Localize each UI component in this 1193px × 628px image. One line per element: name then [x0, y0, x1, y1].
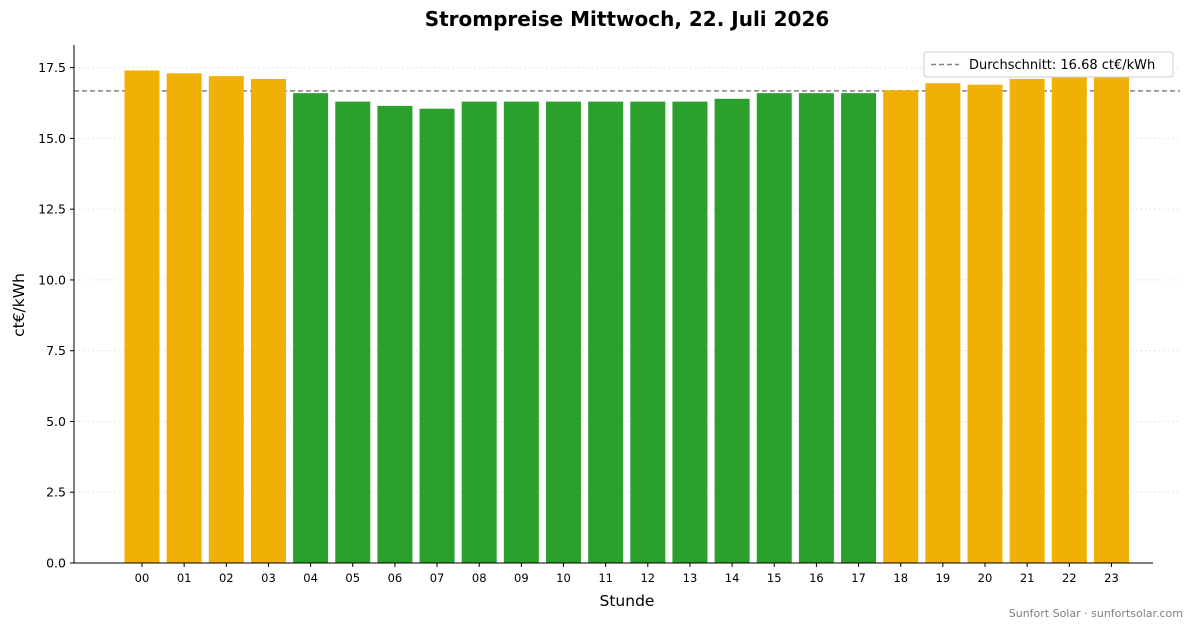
x-tick-label: 05	[345, 571, 360, 585]
bar-05	[335, 101, 371, 563]
x-tick-label: 12	[640, 571, 655, 585]
x-tick-label: 18	[893, 571, 908, 585]
x-tick-label: 10	[556, 571, 571, 585]
x-tick-label: 14	[725, 571, 740, 585]
bar-01	[166, 73, 202, 564]
bar-21	[1009, 78, 1045, 563]
x-tick-label: 13	[683, 571, 698, 585]
bar-09	[503, 101, 539, 563]
bar-16	[798, 93, 834, 564]
y-tick-label: 12.5	[38, 202, 66, 217]
x-tick-label: 21	[1020, 571, 1035, 585]
x-tick-label: 07	[430, 571, 445, 585]
bar-12	[630, 101, 666, 563]
x-tick-label: 23	[1104, 571, 1119, 585]
bar-15	[756, 93, 792, 564]
x-tick-label: 00	[135, 571, 150, 585]
bar-18	[883, 90, 919, 564]
x-tick-label: 15	[767, 571, 782, 585]
bar-14	[714, 98, 750, 563]
x-tick-label: 09	[514, 571, 529, 585]
x-tick-label: 17	[851, 571, 866, 585]
legend-label: Durchschnitt: 16.68 ct€/kWh	[969, 58, 1155, 73]
bar-04	[293, 93, 329, 564]
x-ticks: 00 01 02 03 04 05 06 07 08 09 10 11 12 13 14 15 16 17 18 19…	[135, 563, 1119, 585]
bar-08	[461, 101, 497, 563]
bar-10	[546, 101, 581, 563]
legend-box	[923, 51, 1174, 78]
y-ticks: 0.0 2.5 5.0 7.5 10.0 12.5 15.0 17.5	[38, 60, 74, 571]
x-tick-label: 20	[978, 571, 993, 585]
footer-credit: Sunfort Solar · sunfortsolar.com	[1009, 607, 1183, 620]
x-tick-label: 11	[598, 571, 613, 585]
legend: Durchschnitt: 16.68 ct€/kWh	[923, 51, 1174, 78]
bars-group	[124, 70, 1129, 564]
bar-20	[967, 84, 1003, 563]
x-axis-label: Stunde	[600, 592, 655, 610]
bar-00	[124, 70, 160, 564]
y-tick-label: 2.5	[46, 485, 66, 500]
bar-02	[208, 76, 244, 564]
y-tick-label: 15.0	[38, 131, 66, 146]
y-tick-label: 17.5	[38, 60, 66, 75]
y-axis-label: ct€/kWh	[10, 273, 28, 337]
x-tick-label: 04	[303, 571, 318, 585]
x-tick-label: 16	[809, 571, 824, 585]
bar-07	[419, 108, 455, 563]
bar-03	[250, 78, 286, 563]
bar-22	[1051, 77, 1087, 563]
y-tick-label: 0.0	[46, 556, 66, 571]
y-tick-label: 7.5	[46, 343, 66, 358]
chart-title: Strompreise Mittwoch, 22. Juli 2026	[425, 7, 830, 31]
axes	[73, 45, 1153, 564]
x-tick-label: 19	[936, 571, 951, 585]
x-tick-label: 03	[261, 571, 276, 585]
x-tick-label: 08	[472, 571, 487, 585]
x-tick-label: 02	[219, 571, 234, 585]
bar-11	[588, 101, 624, 563]
bar-23	[1093, 77, 1129, 563]
y-tick-label: 5.0	[46, 414, 66, 429]
x-tick-label: 06	[388, 571, 403, 585]
x-tick-label: 01	[177, 571, 192, 585]
x-tick-label: 22	[1062, 571, 1077, 585]
bar-19	[925, 83, 961, 564]
y-tick-label: 10.0	[38, 272, 66, 287]
bar-06	[377, 105, 413, 564]
bar-13	[672, 101, 708, 563]
bar-17	[841, 93, 877, 564]
